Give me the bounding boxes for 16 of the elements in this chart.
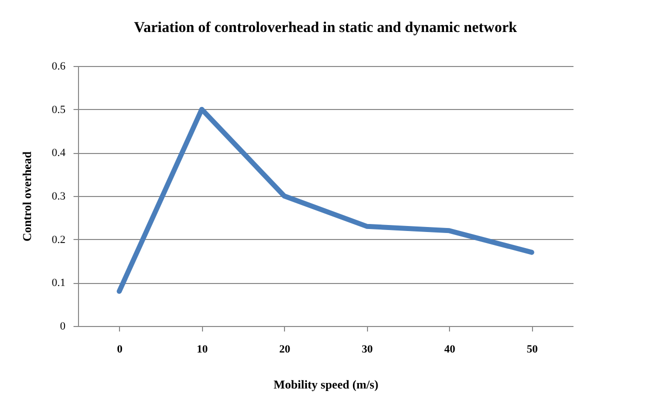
y-tick-label: 0.5 [52,104,66,116]
x-axis-title: Mobility speed (m/s) [274,378,378,392]
x-tick-label: 10 [196,344,208,356]
y-tick-label: 0.6 [52,60,66,72]
x-tick-label: 40 [444,344,456,356]
x-tick-label: 30 [362,344,374,356]
y-tick-label: 0.3 [52,190,66,202]
y-tick-label: 0.1 [52,277,66,290]
x-tick-label: 50 [526,344,538,356]
x-tick-label: 0 [117,344,123,356]
x-tick-label: 20 [279,344,291,356]
y-tick-label: 0 [60,320,66,332]
y-tick-label: 0.2 [52,234,66,246]
y-axis-title: Control overhead [20,151,34,242]
y-tick-label: 0.4 [52,147,66,160]
chart-title: Variation of controloverhead in static and dynamic network [134,20,518,36]
